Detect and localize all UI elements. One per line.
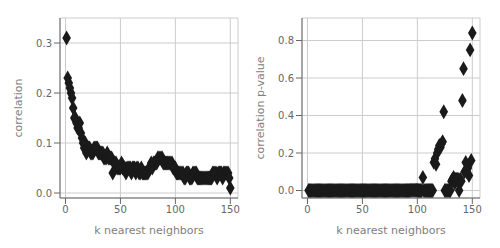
svg-text:0.0: 0.0 <box>278 185 294 196</box>
svg-text:0.6: 0.6 <box>278 73 294 84</box>
svg-text:0.2: 0.2 <box>36 88 52 99</box>
svg-text:0.8: 0.8 <box>278 35 294 46</box>
svg-text:0: 0 <box>304 204 310 215</box>
svg-text:k nearest neighbors: k nearest neighbors <box>336 224 446 237</box>
svg-text:150: 150 <box>221 204 240 215</box>
svg-text:0.0: 0.0 <box>36 188 52 199</box>
svg-text:50: 50 <box>114 204 127 215</box>
svg-text:0.1: 0.1 <box>36 138 52 149</box>
svg-text:0.4: 0.4 <box>278 110 294 121</box>
svg-text:150: 150 <box>463 204 482 215</box>
svg-text:0.3: 0.3 <box>36 38 52 49</box>
svg-text:100: 100 <box>166 204 185 215</box>
svg-text:0: 0 <box>62 204 68 215</box>
svg-text:100: 100 <box>408 204 427 215</box>
svg-text:50: 50 <box>356 204 369 215</box>
svg-text:correlation p-value: correlation p-value <box>254 56 267 159</box>
svg-text:k nearest neighbors: k nearest neighbors <box>94 224 204 237</box>
svg-text:correlation: correlation <box>12 78 25 137</box>
svg-text:0.2: 0.2 <box>278 148 294 159</box>
